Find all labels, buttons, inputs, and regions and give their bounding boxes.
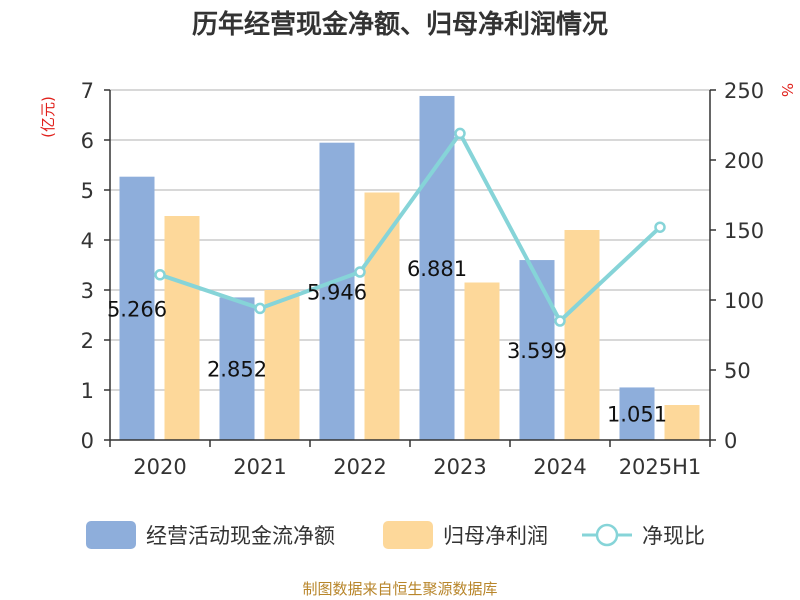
right-axis-unit: % xyxy=(778,83,796,97)
left-tick-label: 5 xyxy=(81,179,94,203)
left-axis-unit: (亿元) xyxy=(39,96,57,138)
x-category-label: 2025H1 xyxy=(619,455,702,479)
source-note: 制图数据来自恒生聚源数据库 xyxy=(302,580,497,598)
left-tick-label: 1 xyxy=(81,379,94,403)
bars xyxy=(119,95,700,440)
bar-value-label: 6.881 xyxy=(407,257,467,281)
bar-value-label: 1.051 xyxy=(607,403,667,427)
bar-归母净利润-2020 xyxy=(164,216,200,440)
x-category-label: 2022 xyxy=(333,455,386,479)
bar-value-label: 2.852 xyxy=(207,358,267,382)
legend-label: 归母净利润 xyxy=(443,524,548,548)
gridlines xyxy=(110,89,710,391)
right-tick-label: 0 xyxy=(724,429,737,453)
ratio-point-2022 xyxy=(354,266,366,278)
legend-label: 净现比 xyxy=(642,524,705,548)
chart-title: 历年经营现金净额、归母净利润情况 xyxy=(192,9,608,40)
bar-value-label: 3.599 xyxy=(507,339,567,363)
right-tick-label: 100 xyxy=(724,289,764,313)
bar-value-label: 5.266 xyxy=(107,297,167,321)
x-category-label: 2020 xyxy=(133,455,186,479)
ratio-line-path xyxy=(159,131,662,323)
ratio-point-2021 xyxy=(254,302,266,315)
bar-归母净利润-2025H1 xyxy=(664,405,700,440)
bar-经营活动现金流净额-2023 xyxy=(419,95,455,440)
ratio-point-2024 xyxy=(554,315,566,327)
ratio-line xyxy=(154,127,666,327)
legend-marker xyxy=(595,523,619,547)
bar-经营活动现金流净额-2025H1 xyxy=(619,387,655,440)
x-category-label: 2021 xyxy=(233,455,286,479)
legend-label: 经营活动现金流净额 xyxy=(146,524,335,548)
axes: 0 1 2 3 4 5 6 7 0 50 100 150 200 250 2020 2021 2022 2023 2… xyxy=(81,79,764,479)
x-category-label: 2023 xyxy=(433,455,486,479)
bar-经营活动现金流净额-2020 xyxy=(119,176,155,440)
left-tick-label: 4 xyxy=(81,229,94,253)
left-tick-label: 7 xyxy=(81,79,94,103)
bar-归母净利润-2023 xyxy=(464,282,500,440)
ratio-point-2023 xyxy=(454,127,466,140)
left-tick-label: 2 xyxy=(81,329,94,353)
bar-归母净利润-2024 xyxy=(564,230,600,440)
left-tick-label: 6 xyxy=(81,129,94,153)
right-tick-label: 50 xyxy=(724,359,751,383)
bar-归母净利润-2021 xyxy=(264,290,300,440)
left-tick-label: 3 xyxy=(81,279,94,303)
x-category-label: 2024 xyxy=(533,455,586,479)
legend: 经营活动现金流净额 归母净利润 净现比 xyxy=(86,521,705,549)
data-labels: 5.266 2.852 5.946 6.881 3.599 1.051 xyxy=(107,257,667,427)
right-tick-label: 250 xyxy=(724,79,764,103)
bar-经营活动现金流净额-2021 xyxy=(219,297,255,440)
legend-swatch xyxy=(383,521,433,549)
right-tick-label: 200 xyxy=(724,149,764,173)
legend-swatch xyxy=(86,521,136,549)
bar-value-label: 5.946 xyxy=(307,280,367,304)
bar-归母净利润-2022 xyxy=(364,192,400,440)
bar-经营活动现金流净额-2024 xyxy=(519,260,555,440)
ratio-point-2020 xyxy=(154,269,166,281)
right-tick-label: 150 xyxy=(724,219,764,243)
bar-经营活动现金流净额-2022 xyxy=(319,142,355,440)
left-tick-label: 0 xyxy=(81,429,94,453)
ratio-point-2025H1 xyxy=(654,221,666,233)
